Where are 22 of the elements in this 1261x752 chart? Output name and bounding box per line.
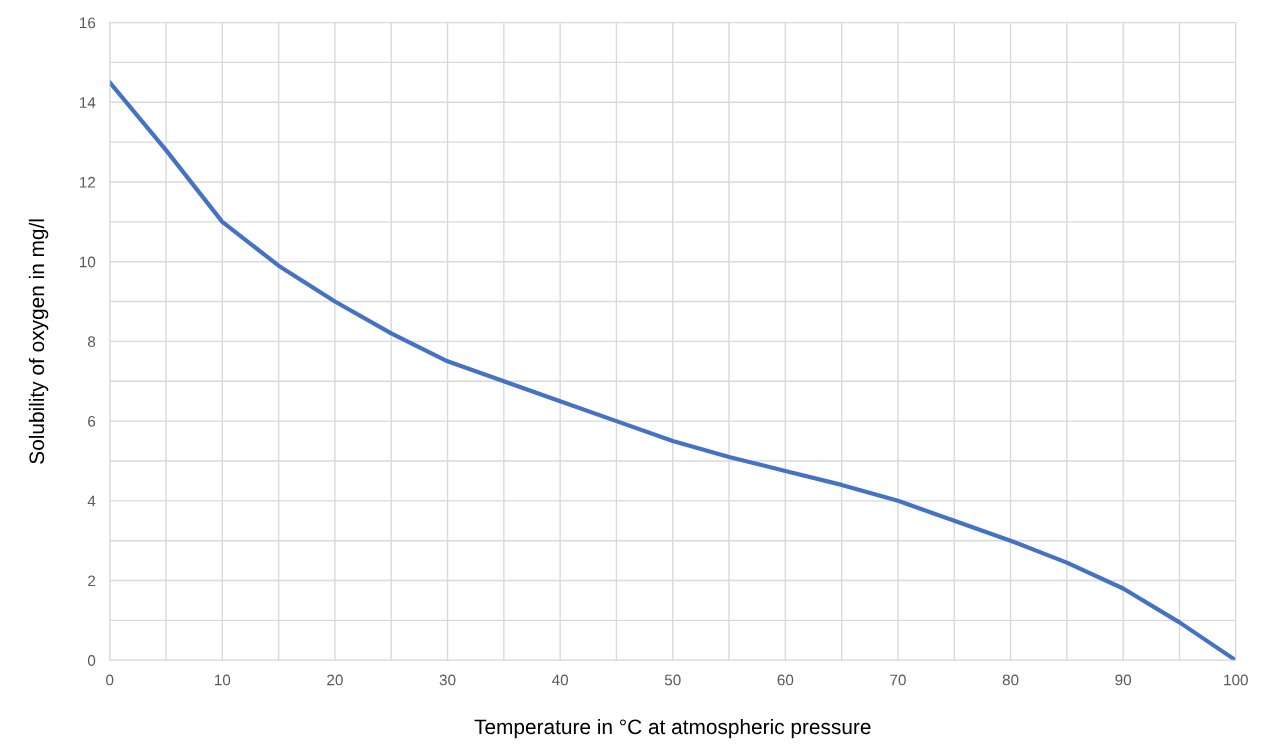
x-tick-label: 30 bbox=[439, 674, 456, 686]
y-tick-label: 12 bbox=[79, 176, 96, 188]
y-tick-label: 6 bbox=[88, 415, 96, 427]
x-tick-label: 60 bbox=[777, 674, 794, 686]
y-tick-label: 14 bbox=[79, 97, 96, 108]
x-axis-title: Temperature in °C at atmospheric pressure bbox=[474, 718, 871, 739]
y-tick-label: 10 bbox=[79, 256, 96, 268]
x-tick-label: 40 bbox=[551, 674, 569, 686]
x-tick-label: 100 bbox=[1224, 674, 1248, 686]
y-tick-label: 4 bbox=[87, 495, 96, 507]
x-tick-label: 80 bbox=[1002, 674, 1019, 686]
x-tick-label: 70 bbox=[890, 674, 906, 686]
y-tick-label: 8 bbox=[87, 336, 96, 348]
x-tick-label: 20 bbox=[327, 674, 343, 686]
y-axis-title: Solubility of oxygen in mg/l bbox=[28, 219, 49, 464]
y-tick-label: 0 bbox=[87, 655, 96, 666]
y-tick-label: 16 bbox=[79, 17, 96, 29]
y-tick-label: 2 bbox=[88, 575, 96, 587]
x-tick-label: 10 bbox=[214, 674, 231, 686]
x-tick-label: 50 bbox=[664, 674, 681, 686]
x-tick-label: 0 bbox=[106, 674, 114, 686]
x-tick-label: 90 bbox=[1115, 674, 1132, 686]
